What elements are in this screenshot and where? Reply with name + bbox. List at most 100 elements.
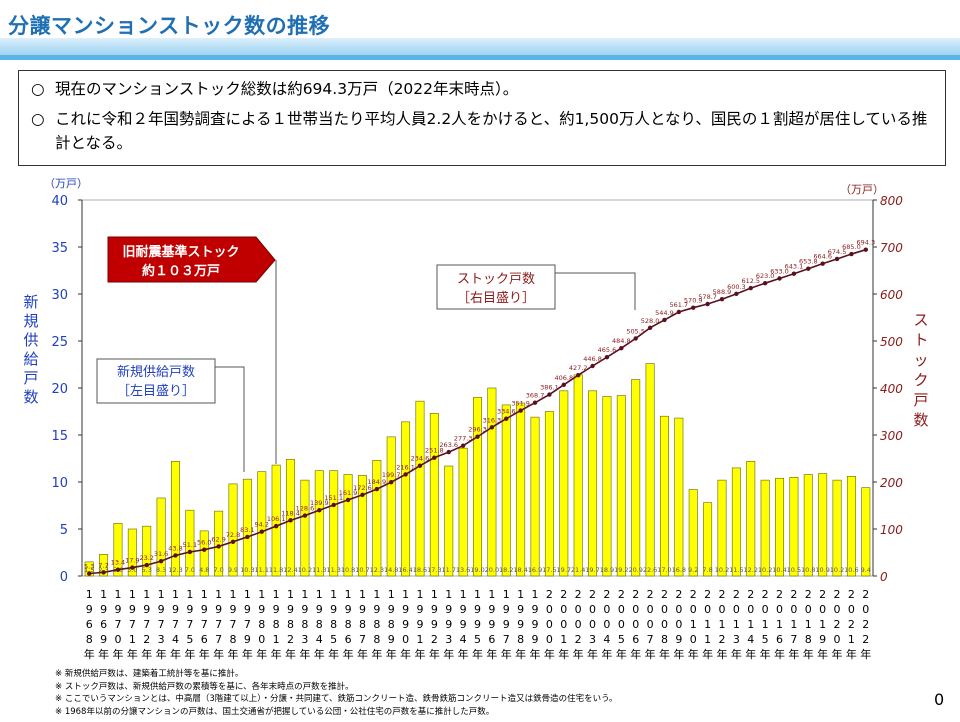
x-axis-tick-label: 0 xyxy=(632,618,639,631)
x-axis-tick-label: 2 xyxy=(762,588,769,601)
x-axis-tick-label: 0 xyxy=(675,603,682,616)
x-axis-tick-label: 2 xyxy=(776,588,783,601)
stock-point-label: 674.5 xyxy=(828,248,847,256)
x-axis-tick-label: 2 xyxy=(862,633,869,646)
stock-point-label: 72.8 xyxy=(226,531,240,539)
supply-bar xyxy=(286,459,296,577)
x-axis-tick-label: 年 xyxy=(587,647,598,661)
x-axis-tick-label: 年 xyxy=(673,647,684,661)
stock-point-label: 94.2 xyxy=(255,521,269,529)
x-axis-tick-label: 9 xyxy=(186,603,193,616)
x-axis-tick-label: 9 xyxy=(532,633,539,646)
note-3: ※ ここでいうマンションとは、中高層（3階建て以上）・分譲・共同建て、鉄筋コンク… xyxy=(55,694,618,704)
x-axis-tick-label: 7 xyxy=(201,618,208,631)
stock-point-label: 427.2 xyxy=(569,364,588,372)
x-axis-tick-label: 0 xyxy=(675,618,682,631)
x-axis-tick-label: 2 xyxy=(560,588,567,601)
x-axis-tick-label: 1 xyxy=(100,588,107,601)
x-axis-tick-label: 0 xyxy=(661,603,668,616)
x-axis-tick-label: 0 xyxy=(704,603,711,616)
x-axis-tick-label: 1 xyxy=(301,588,308,601)
x-axis-tick-label: 1 xyxy=(445,588,452,601)
x-axis-tick-label: 0 xyxy=(575,618,582,631)
x-axis-tick-label: 9 xyxy=(86,603,93,616)
x-axis-tick-label: 9 xyxy=(416,618,423,631)
x-axis-tick-label: 1 xyxy=(762,618,769,631)
note-2: ※ ストック戸数は、新規供給戸数の累積等を基に、各年末時点の戸数を推計。 xyxy=(55,681,354,692)
supply-bar-label: 11.3 xyxy=(312,566,326,574)
supply-bar xyxy=(516,402,526,577)
supply-bar xyxy=(242,478,252,577)
x-axis-tick-label: 0 xyxy=(834,633,841,646)
supply-bar xyxy=(329,470,339,577)
x-axis-tick-label: 0 xyxy=(632,603,639,616)
stock-point xyxy=(374,486,380,492)
x-axis-tick-label: 9 xyxy=(517,618,524,631)
left-axis-tick-label: 5 xyxy=(60,523,68,538)
supply-bar-label: 11.3 xyxy=(326,566,340,574)
x-axis-tick-label: 2 xyxy=(675,588,682,601)
stock-point xyxy=(245,534,250,540)
stock-callout-line1: ストック戸数 xyxy=(457,272,535,287)
x-axis-tick-label: 1 xyxy=(805,618,812,631)
x-axis-tick-label: 7 xyxy=(359,633,366,646)
x-axis-tick-label: 1 xyxy=(258,588,265,601)
x-axis-tick-label: 年 xyxy=(112,647,123,661)
stock-point xyxy=(806,266,811,271)
stock-callout-box xyxy=(436,264,556,310)
stock-point xyxy=(432,455,437,460)
supply-bar-label: 16.4 xyxy=(398,566,412,574)
x-axis-tick-label: 1 xyxy=(848,633,855,646)
supply-bar xyxy=(271,464,281,577)
stock-point xyxy=(331,502,336,508)
title-band xyxy=(0,38,960,56)
x-axis-tick-label: 8 xyxy=(330,618,337,631)
x-axis-tick-label: 年 xyxy=(688,647,699,661)
x-axis-tick-label: 年 xyxy=(731,647,742,661)
x-axis-tick-label: 8 xyxy=(373,618,380,631)
stock-point-label: 5.3 xyxy=(84,563,94,571)
x-axis-tick-label: 2 xyxy=(834,618,841,631)
stock-point-label: 128.6 xyxy=(296,505,315,513)
x-axis-tick-label: 1 xyxy=(273,588,280,601)
x-axis-tick-label: 0 xyxy=(690,603,697,616)
x-axis-tick-label: 年 xyxy=(817,647,828,661)
x-axis-tick-label: 1 xyxy=(316,588,323,601)
right-axis-tick-label: 700 xyxy=(880,241,903,255)
x-axis-tick-label: 年 xyxy=(630,647,641,661)
stock-point xyxy=(791,271,797,276)
x-axis-tick-label: 2 xyxy=(575,633,582,646)
supply-bar-label: 22.6 xyxy=(643,566,657,574)
x-axis-tick-label: 年 xyxy=(256,647,267,661)
x-axis-tick-label: 2 xyxy=(733,588,740,601)
notes: ※ 新規供給戸数は、建築着工統計等を基に推計。 ※ ストック戸数は、新規供給戸数… xyxy=(55,668,618,718)
x-axis-tick-label: 年 xyxy=(98,647,109,661)
x-axis-tick-label: 0 xyxy=(618,618,625,631)
x-axis-tick-label: 7 xyxy=(158,618,165,631)
x-axis-tick-label: 0 xyxy=(805,603,812,616)
stock-point-label: 623.0 xyxy=(756,272,775,280)
stock-point-label: 484.8 xyxy=(612,337,631,345)
supply-bar xyxy=(458,447,468,577)
x-axis-tick-label: 9 xyxy=(172,603,179,616)
supply-bar xyxy=(84,561,94,577)
x-axis-tick-label: 2 xyxy=(834,588,841,601)
x-axis-tick-label: 6 xyxy=(632,633,639,646)
x-axis-tick-label: 2 xyxy=(718,588,725,601)
supply-bar-label: 7.8 xyxy=(702,566,712,574)
supply-bar xyxy=(314,470,324,577)
supply-bar xyxy=(257,471,267,577)
x-axis-tick-label: 8 xyxy=(258,618,265,631)
supply-bar xyxy=(559,390,569,577)
x-axis-tick-label: 9 xyxy=(345,603,352,616)
stock-point-label: 570.9 xyxy=(684,297,703,305)
supply-bar-label: 21.4 xyxy=(571,566,585,574)
supply-bar-label: 9.2 xyxy=(688,566,698,574)
x-axis-tick-label: 9 xyxy=(316,603,323,616)
x-axis-tick-label: 1 xyxy=(733,618,740,631)
x-axis-tick-label: 2 xyxy=(747,588,754,601)
left-axis-tick-label: 0 xyxy=(60,570,68,585)
supply-bar xyxy=(142,525,152,577)
x-axis-tick-label: 7 xyxy=(790,633,797,646)
x-axis-tick-label: 9 xyxy=(359,603,366,616)
